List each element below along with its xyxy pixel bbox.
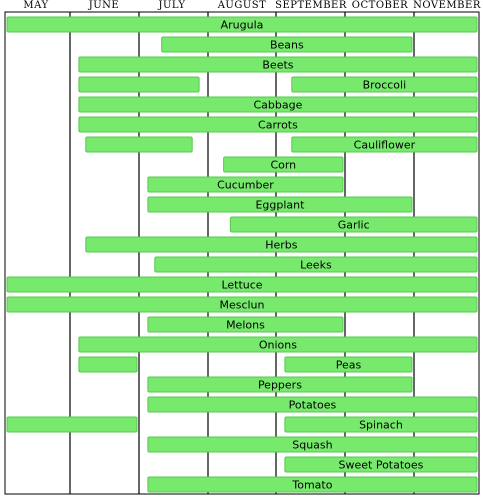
crop-label: Beans xyxy=(270,39,304,52)
month-label: MAY xyxy=(23,0,48,11)
crop-label: Cabbage xyxy=(254,99,303,112)
crop-bar xyxy=(78,356,138,373)
crop-bar xyxy=(6,296,478,313)
crop-label: Lettuce xyxy=(221,279,262,292)
crop-label: Leeks xyxy=(300,259,332,272)
crop-bar xyxy=(78,116,478,133)
crop-bar xyxy=(147,196,413,213)
crop-bar xyxy=(147,176,344,193)
crop-label: Beets xyxy=(262,59,293,72)
crop-bar xyxy=(6,416,138,433)
crop-bar xyxy=(85,136,193,153)
month-label: JULY xyxy=(157,0,185,11)
crop-bar xyxy=(147,316,344,333)
crop-label: Spinach xyxy=(359,419,403,432)
crop-bar xyxy=(284,456,478,473)
crop-bar xyxy=(6,276,478,293)
crop-bar xyxy=(85,236,478,253)
month-header: MAY JUNE JULY AUGUST SEPTEMBER OCTOBER NOVEMBE… xyxy=(23,0,480,11)
crop-bar xyxy=(78,336,478,353)
crop-bar xyxy=(223,156,344,173)
month-label: AUGUST xyxy=(217,0,267,11)
crop-label: Peas xyxy=(336,359,362,372)
crop-label: Sweet Potatoes xyxy=(339,459,424,472)
crop-bar xyxy=(154,256,478,273)
crop-label: Broccoli xyxy=(363,79,407,92)
crop-label: Garlic xyxy=(338,219,370,232)
crop-bar xyxy=(229,216,478,233)
month-label: NOVEMBER xyxy=(413,0,481,11)
crop-label: Mesclun xyxy=(219,299,264,312)
crop-label: Melons xyxy=(226,319,265,332)
crop-bar xyxy=(147,436,478,453)
crop-label: Cauliflower xyxy=(354,139,416,152)
crop-bar xyxy=(291,136,478,153)
crop-bar xyxy=(161,36,413,53)
crop-bar xyxy=(284,416,478,433)
crop-label: Potatoes xyxy=(289,399,337,412)
crop-bar xyxy=(284,356,413,373)
crop-label: Squash xyxy=(292,439,332,452)
month-label: SEPTEMBER xyxy=(275,0,347,11)
crop-label: Eggplant xyxy=(255,199,305,212)
crop-label: Herbs xyxy=(265,239,298,252)
crop-label: Onions xyxy=(259,339,297,352)
crop-bar xyxy=(291,76,478,93)
crop-bar xyxy=(147,376,413,393)
crop-label: Carrots xyxy=(258,119,298,132)
crop-label: Corn xyxy=(270,159,296,172)
crop-bar xyxy=(6,16,478,33)
month-label: JUNE xyxy=(88,0,120,11)
month-label: OCTOBER xyxy=(352,0,408,11)
crop-bar xyxy=(78,96,478,113)
crop-label: Arugula xyxy=(221,19,264,32)
crop-label: Peppers xyxy=(258,379,302,392)
crop-label: Tomato xyxy=(291,479,332,492)
crop-bar xyxy=(78,56,478,73)
plot-frame xyxy=(4,11,480,495)
crop-bar xyxy=(78,76,200,93)
crop-bar xyxy=(147,396,478,413)
crop-label: Cucumber xyxy=(217,179,274,192)
crop-bars: Arugula Beans Beets Broccoli Cabbage Carrots C… xyxy=(6,16,478,493)
crop-bar xyxy=(147,476,478,493)
